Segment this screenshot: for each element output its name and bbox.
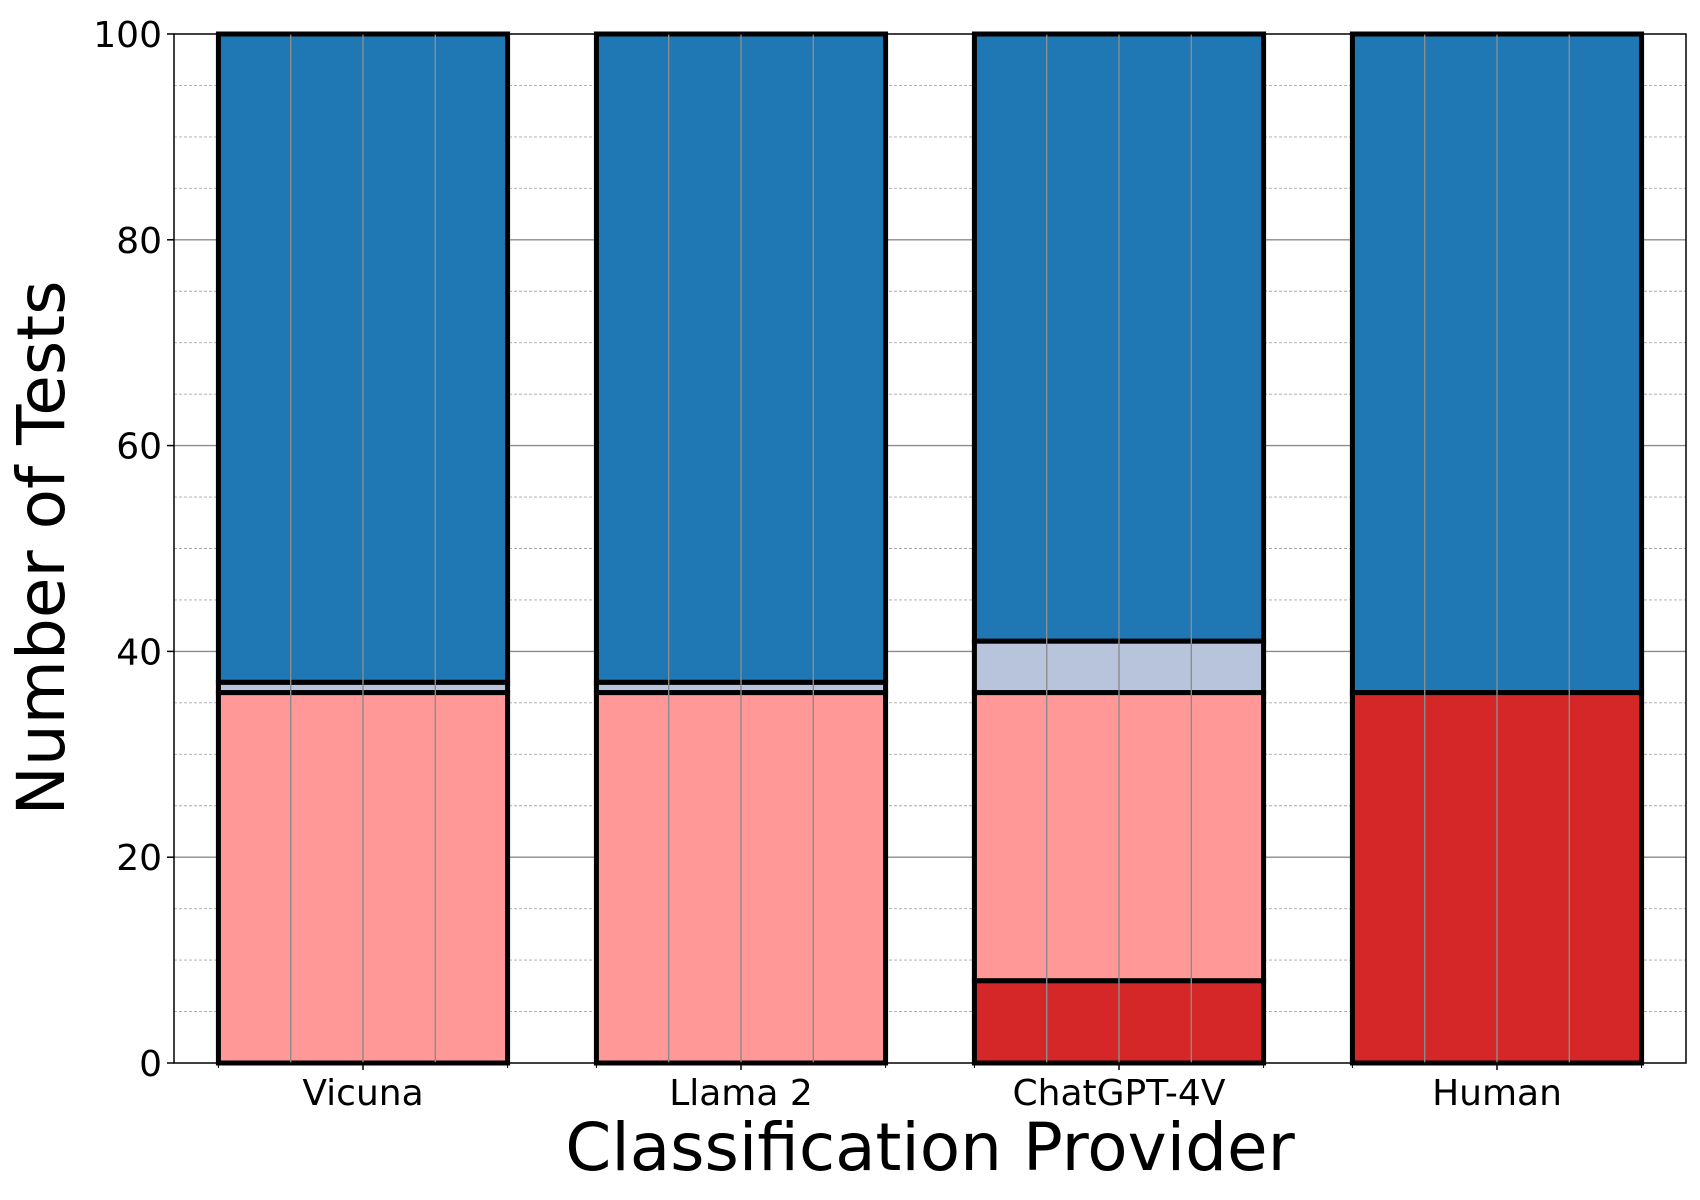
y-tick-label: 100 bbox=[93, 15, 162, 56]
x-tick-label: Human bbox=[1432, 1073, 1562, 1114]
x-tick-label: Vicuna bbox=[302, 1073, 423, 1114]
y-tick-label: 40 bbox=[116, 632, 162, 673]
x-axis: Vicuna Llama 2 ChatGPT-4V Human bbox=[217, 1063, 1643, 1114]
y-tick-label: 60 bbox=[116, 427, 162, 468]
y-axis-title: Number of Tests bbox=[3, 280, 80, 815]
bars bbox=[215, 31, 1645, 1066]
plot-area-frame bbox=[173, 33, 1687, 1064]
y-tick-label: 20 bbox=[116, 838, 162, 879]
y-tick-label: 80 bbox=[116, 221, 162, 262]
x-axis-title: Classification Provider bbox=[565, 1109, 1295, 1186]
x-tick-label: Llama 2 bbox=[669, 1073, 813, 1114]
x-tick-label: ChatGPT-4V bbox=[1013, 1073, 1226, 1114]
y-axis: 0 20 40 60 80 100 bbox=[93, 15, 174, 1085]
y-tick-label: 0 bbox=[139, 1044, 162, 1085]
